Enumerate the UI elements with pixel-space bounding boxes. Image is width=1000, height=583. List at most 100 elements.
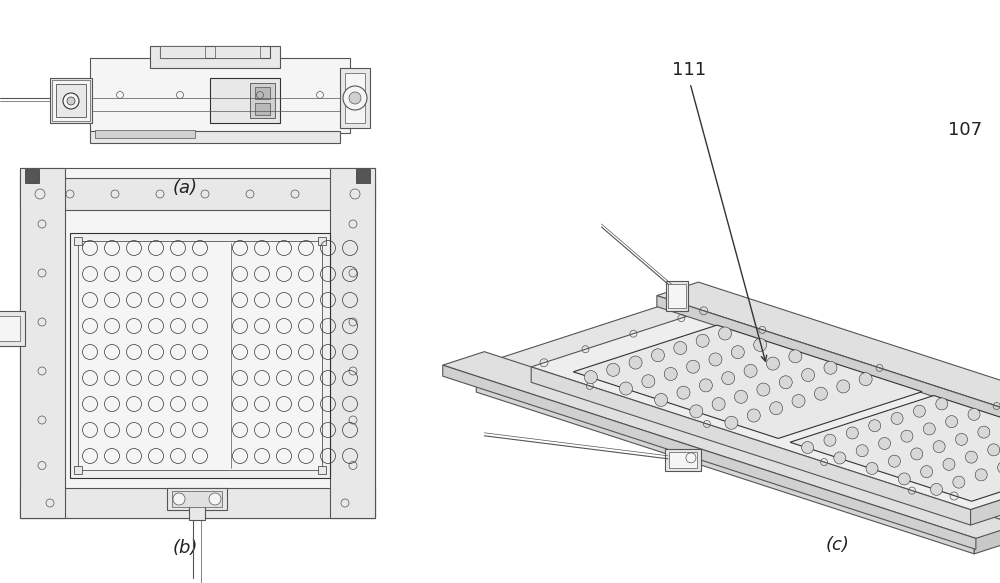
Circle shape [642,375,655,388]
Bar [78,241,322,470]
Bar [189,506,205,520]
Circle shape [930,483,942,496]
Circle shape [891,412,903,424]
Bar [356,169,370,183]
Polygon shape [476,366,974,554]
Circle shape [63,93,79,109]
Circle shape [699,379,712,392]
Circle shape [766,357,779,370]
Bar [215,46,260,58]
Circle shape [901,430,913,442]
Bar [70,233,330,478]
Text: (c): (c) [825,536,849,554]
Circle shape [946,416,958,428]
Bar [668,284,686,308]
Circle shape [968,408,980,420]
Polygon shape [974,455,1000,554]
Circle shape [655,394,668,406]
Circle shape [712,398,725,410]
Polygon shape [443,352,1000,538]
Circle shape [173,493,185,505]
Circle shape [879,437,891,449]
Circle shape [619,382,632,395]
Circle shape [757,383,770,396]
Circle shape [834,452,846,464]
Bar [74,237,82,245]
Bar [172,491,222,507]
Bar [52,80,90,121]
Circle shape [846,427,858,439]
Circle shape [735,390,748,403]
Bar [56,84,86,117]
Circle shape [731,346,744,359]
Bar [340,68,370,128]
Circle shape [779,376,792,389]
Bar [150,46,280,68]
Circle shape [629,356,642,369]
Circle shape [921,466,933,477]
Circle shape [722,371,735,385]
Bar [255,103,270,115]
Circle shape [869,420,881,432]
Circle shape [888,455,900,467]
Text: 107: 107 [948,121,982,139]
Polygon shape [573,325,922,438]
Circle shape [953,476,965,488]
Bar [666,281,688,311]
Circle shape [690,405,703,418]
Polygon shape [443,365,976,549]
Circle shape [725,416,738,429]
Bar [74,466,82,474]
Circle shape [744,364,757,377]
Polygon shape [790,395,1000,501]
Circle shape [802,441,814,454]
Bar [167,488,227,510]
Circle shape [837,380,850,393]
Bar [20,168,375,518]
Polygon shape [531,367,971,525]
Bar [210,78,280,123]
Circle shape [349,92,361,104]
Bar [255,87,270,99]
Circle shape [913,405,925,417]
Circle shape [911,448,923,460]
Bar [0,311,25,346]
Circle shape [824,434,836,446]
Circle shape [584,371,597,384]
Bar [20,168,65,518]
Bar [20,488,375,518]
Bar [669,452,697,468]
Text: 111: 111 [672,61,706,79]
Circle shape [696,334,709,347]
Circle shape [859,373,872,386]
Polygon shape [476,293,1000,528]
Circle shape [965,451,977,463]
Circle shape [978,426,990,438]
Circle shape [747,409,760,422]
Circle shape [789,350,802,363]
Circle shape [664,367,677,381]
Circle shape [651,349,664,362]
Circle shape [933,441,945,452]
Bar [665,449,701,471]
Circle shape [975,469,987,481]
Polygon shape [531,311,1000,510]
Bar [160,46,270,58]
Circle shape [936,398,948,410]
Polygon shape [657,296,1000,480]
Circle shape [209,493,221,505]
Bar [330,168,375,518]
Circle shape [856,445,868,456]
Circle shape [709,353,722,366]
Text: (a): (a) [173,179,198,197]
Polygon shape [971,454,1000,525]
Bar [160,46,205,58]
Circle shape [956,433,968,445]
Bar [318,237,326,245]
Bar [25,169,39,183]
Circle shape [943,458,955,470]
Circle shape [719,327,732,340]
Bar [90,131,340,143]
Bar [95,130,195,138]
Text: (b): (b) [172,539,198,557]
